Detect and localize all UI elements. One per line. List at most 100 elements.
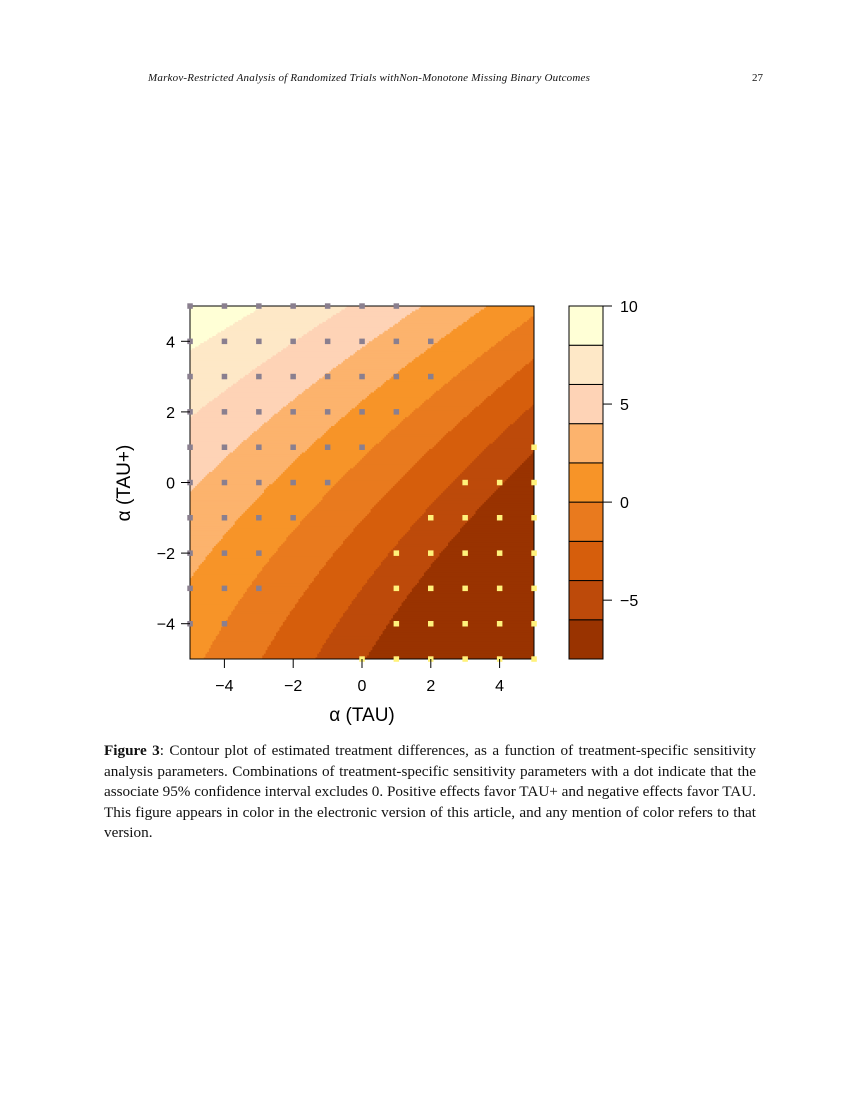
contour-band-cell <box>265 563 327 567</box>
contour-row <box>190 630 534 634</box>
ci-dot-negative <box>531 444 537 450</box>
y-tick-label: 0 <box>166 476 175 493</box>
contour-band-cell <box>214 546 281 549</box>
contour-band-cell <box>480 452 533 455</box>
ci-dot-positive <box>324 303 331 309</box>
contour-band-cell <box>191 415 274 418</box>
contour-band-cell <box>379 441 439 445</box>
contour-row <box>190 577 534 581</box>
contour-band-cell <box>382 632 534 635</box>
contour-band-cell <box>384 381 449 385</box>
contour-row <box>190 422 534 425</box>
contour-band-cell <box>312 508 372 512</box>
contour-band-cell <box>480 505 534 508</box>
contour-band-cell <box>422 456 478 459</box>
contour-band-cell <box>308 584 365 588</box>
contour-band-cell <box>523 411 534 415</box>
contour-band-cell <box>276 353 354 357</box>
contour-band-cell <box>250 371 330 374</box>
contour-band-cell <box>472 410 526 413</box>
contour-band-cell <box>190 586 250 589</box>
colorbar-tick-label: 10 <box>620 299 638 316</box>
contour-band-cell <box>389 431 449 434</box>
contour-band-cell <box>515 328 534 332</box>
contour-band-cell <box>282 542 344 545</box>
contour-band-cell <box>293 399 363 402</box>
contour-row <box>190 470 534 473</box>
contour-band-cell <box>508 477 534 480</box>
contour-band-cell <box>403 418 463 422</box>
contour-band-cell <box>190 588 248 591</box>
contour-band-cell <box>520 325 534 328</box>
ci-dot-negative <box>462 621 468 627</box>
contour-band-cell <box>190 464 219 468</box>
contour-band-cell <box>190 530 229 533</box>
contour-row <box>190 459 534 462</box>
contour-band-cell <box>243 512 310 515</box>
colorbar-segment <box>568 501 604 542</box>
axes: −4 −2 0 2 4 −4 −2 0 2 4 <box>157 334 504 695</box>
contour-band-cell <box>372 648 534 651</box>
contour-band-cell <box>198 410 281 413</box>
contour-band-cell <box>382 560 435 563</box>
contour-band-cell <box>387 328 454 332</box>
colorbar-tick-label: 0 <box>620 495 629 512</box>
ci-dot-negative <box>531 656 537 662</box>
contour-band-cell <box>190 443 241 447</box>
contour-row <box>190 330 534 334</box>
contour-band-cell <box>279 410 351 413</box>
contour-row <box>190 480 534 484</box>
contour-band-cell <box>234 521 301 524</box>
contour-row <box>190 609 534 612</box>
contour-band-cell <box>231 385 311 388</box>
contour-band-cell <box>511 473 534 477</box>
page-number: 27 <box>752 72 763 84</box>
contour-band-cell <box>401 420 461 424</box>
contour-band-cell <box>492 441 534 445</box>
contour-band-cell <box>215 637 275 641</box>
contour-band-cell <box>217 634 277 637</box>
contour-band-cell <box>460 528 534 531</box>
contour-band-cell <box>344 538 401 542</box>
contour-band-cell <box>478 404 533 408</box>
contour-band-cell <box>460 530 534 533</box>
ci-dot-negative <box>393 656 400 662</box>
contour-band-cell <box>222 459 296 462</box>
contour-row <box>190 369 534 372</box>
contour-band-cell <box>528 408 534 411</box>
contour-band-cell <box>217 464 291 468</box>
contour-row <box>190 556 534 559</box>
contour-band-cell <box>353 598 406 602</box>
contour-band-cell <box>310 510 372 514</box>
contour-band-cell <box>355 464 415 468</box>
contour-band-cell <box>346 471 408 475</box>
contour-band-cell <box>485 397 534 401</box>
contour-row <box>190 445 534 448</box>
y-tick-label: 4 <box>166 334 175 351</box>
contour-band-cell <box>423 454 480 457</box>
contour-band-cell <box>246 588 308 591</box>
contour-band-cell <box>267 646 324 649</box>
x-tick-label: −2 <box>284 678 302 695</box>
contour-band-cell <box>420 404 480 408</box>
caption-text: : Contour plot of estimated treatment di… <box>104 742 756 841</box>
contour-band-cell <box>521 463 534 466</box>
contour-band-cell <box>190 330 222 334</box>
contour-row <box>190 494 534 498</box>
contour-band-cell <box>190 309 256 312</box>
ci-dot-negative <box>496 515 503 521</box>
contour-band-cell <box>484 448 534 452</box>
contour-band-cell <box>229 614 289 618</box>
contour-band-cell <box>190 648 210 651</box>
ci-dot-positive <box>221 585 228 592</box>
contour-band-cell <box>190 519 238 522</box>
contour-band-cell <box>331 487 392 491</box>
contour-band-cell <box>190 422 265 425</box>
contour-row <box>190 625 534 628</box>
contour-band-cell <box>351 531 408 535</box>
contour-band-cell <box>441 493 494 496</box>
contour-band-cell <box>374 390 437 394</box>
contour-band-cell <box>453 328 516 332</box>
contour-band-cell <box>310 385 382 388</box>
contour-band-cell <box>346 413 411 417</box>
